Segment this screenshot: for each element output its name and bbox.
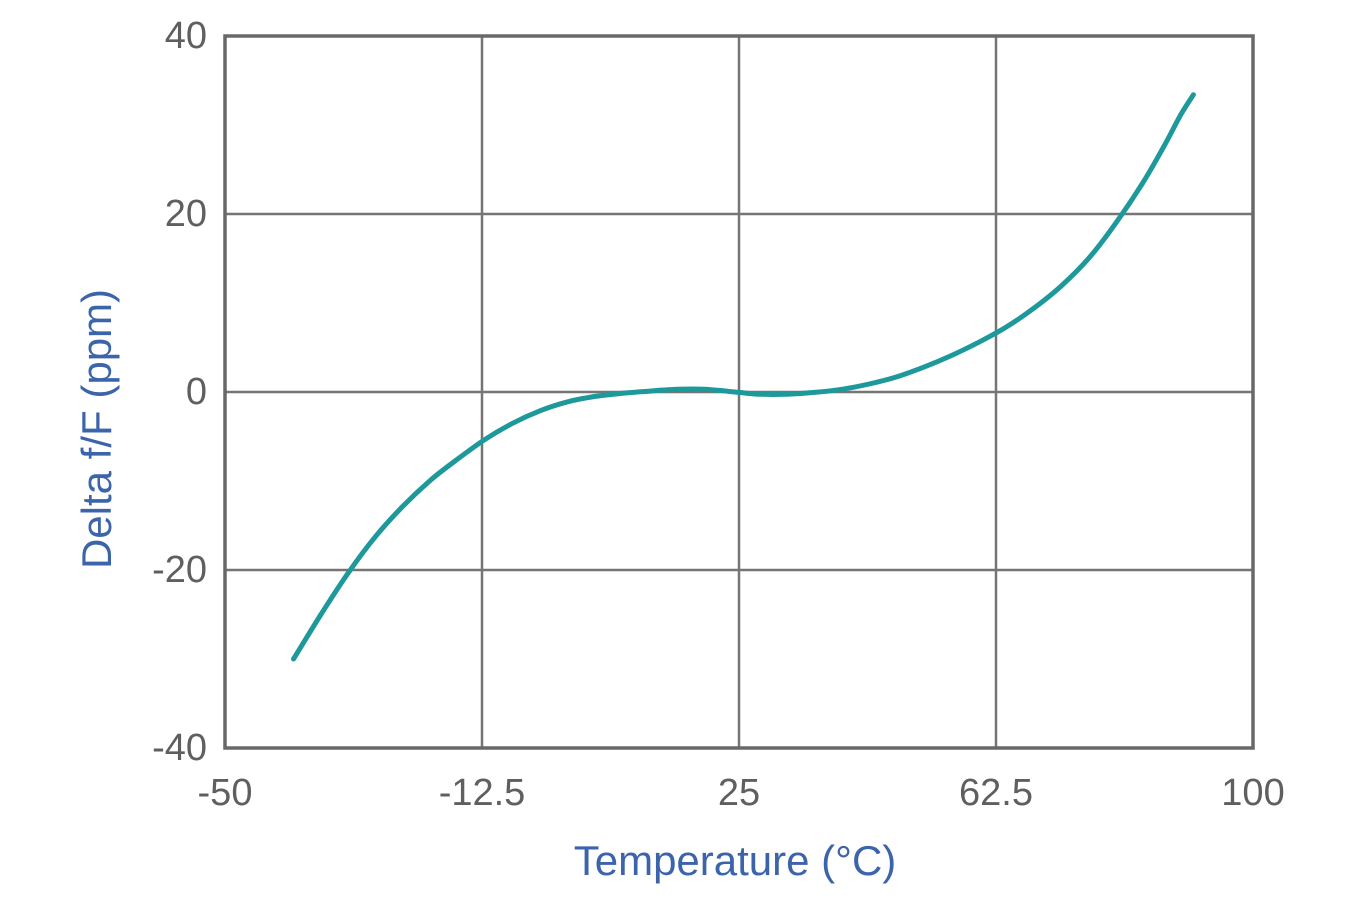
x-tick-label: 100 xyxy=(1221,772,1285,814)
y-tick-label: 20 xyxy=(164,193,207,235)
x-tick-label: -50 xyxy=(197,772,253,814)
x-tick-label: 62.5 xyxy=(959,772,1033,814)
x-tick-label: -12.5 xyxy=(438,772,526,814)
y-tick-label: -40 xyxy=(152,727,207,769)
y-tick-label: -20 xyxy=(152,549,207,591)
y-tick-label: 0 xyxy=(185,371,207,413)
plot-border xyxy=(223,34,1255,750)
x-axis-title: Temperature (°C) xyxy=(573,837,897,884)
y-axis-title: Delta f/F (ppm) xyxy=(73,288,120,570)
frequency-deviation-curve xyxy=(291,92,1196,662)
x-tick-label: 25 xyxy=(717,772,761,814)
y-tick-label: 40 xyxy=(164,15,207,57)
